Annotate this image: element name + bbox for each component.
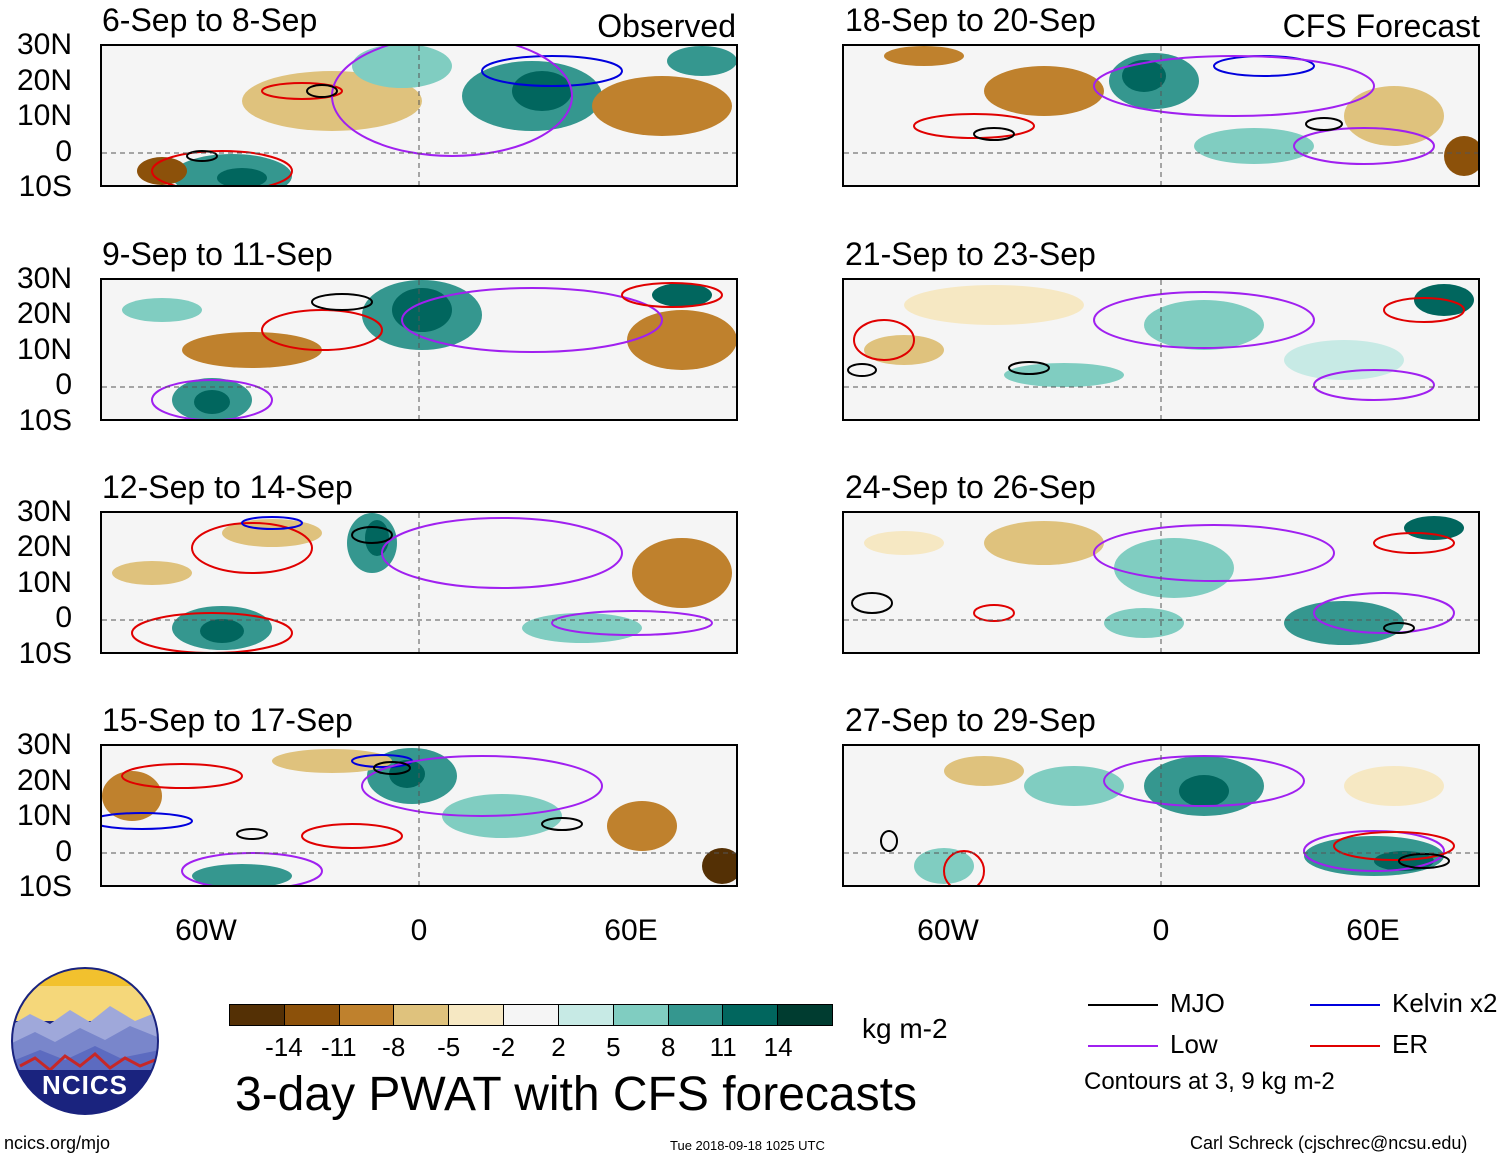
colorbar-tick-label: 11: [709, 1032, 737, 1062]
panel-title: 27-Sep to 29-Sep: [845, 702, 1096, 738]
lat-label: 0: [55, 601, 72, 634]
legend-label-mjo: MJO: [1170, 988, 1225, 1018]
pwat-map: [102, 46, 736, 185]
lon-label: 0: [410, 914, 428, 947]
ncics-logo: NCICS: [10, 966, 160, 1116]
map-panel-left-2: [100, 278, 738, 421]
lat-label: 0: [55, 835, 72, 868]
lon-label: 60E: [604, 914, 658, 947]
map-panel-right-4: [842, 744, 1480, 887]
colorbar-swatch: [503, 1005, 558, 1025]
colorbar-units: kg m-2: [862, 1013, 948, 1044]
colorbar-swatch: [448, 1005, 504, 1025]
lon-label: 60W: [175, 914, 237, 947]
colorbar-swatch: [777, 1005, 832, 1025]
colorbar-swatch: [338, 1005, 394, 1025]
lat-label: 0: [55, 135, 72, 168]
pwat-map: [844, 746, 1478, 885]
panel-title: 6-Sep to 8-Sep: [102, 2, 318, 38]
panel-title: 24-Sep to 26-Sep: [845, 469, 1096, 505]
legend-line-er: [1310, 1045, 1380, 1047]
lat-label: 30N: [16, 262, 72, 295]
logo-text: NCICS: [42, 1070, 128, 1100]
lat-label: 10S: [18, 637, 72, 670]
observed-label: Observed: [597, 8, 736, 44]
pwat-map: [102, 746, 736, 885]
lon-label: 60W: [917, 914, 979, 947]
map-panel-left-3: [100, 511, 738, 654]
footer-credit: Carl Schreck (cjschrec@ncsu.edu): [1190, 1133, 1468, 1153]
lat-label: 20N: [16, 764, 72, 797]
lat-label: 30N: [16, 728, 72, 761]
map-panel-left-1: [100, 44, 738, 187]
forecast-label: CFS Forecast: [1282, 8, 1480, 44]
footer-url[interactable]: ncics.org/mjo: [4, 1133, 111, 1153]
legend-line-kelvin: [1310, 1004, 1380, 1006]
lat-label: 10N: [16, 566, 72, 599]
legend-line-mjo: [1088, 1004, 1158, 1006]
map-panel-right-1: [842, 44, 1480, 187]
footer-timestamp: Tue 2018-09-18 1025 UTC: [670, 1138, 825, 1153]
lat-label: 20N: [16, 297, 72, 330]
legend-label-kelvin: Kelvin x2: [1392, 988, 1498, 1018]
colorbar-tick-label: 8: [661, 1032, 676, 1062]
lat-label: 10N: [16, 333, 72, 366]
legend-note: Contours at 3, 9 kg m-2: [1084, 1068, 1335, 1095]
panel-title: 21-Sep to 23-Sep: [845, 236, 1096, 272]
colorbar-swatch: [612, 1005, 668, 1025]
lon-label: 60E: [1346, 914, 1400, 947]
map-panel-right-3: [842, 511, 1480, 654]
lat-label: 0: [55, 368, 72, 401]
pwat-map: [102, 280, 736, 419]
lat-label: 10N: [16, 799, 72, 832]
colorbar-swatch: [722, 1005, 778, 1025]
map-panel-right-2: [842, 278, 1480, 421]
lat-label: 10S: [18, 404, 72, 437]
colorbar-tick-label: -8: [382, 1032, 406, 1062]
colorbar-tick-label: -14: [265, 1032, 303, 1062]
colorbar-swatch: [230, 1005, 284, 1025]
lon-label: 0: [1152, 914, 1170, 947]
colorbar-swatch: [557, 1005, 613, 1025]
legend-label-low: Low: [1170, 1029, 1218, 1059]
lat-label: 30N: [16, 495, 72, 528]
colorbar-swatch: [393, 1005, 449, 1025]
lat-label: 30N: [16, 28, 72, 61]
legend-label-er: ER: [1392, 1029, 1429, 1059]
panel-title: 18-Sep to 20-Sep: [845, 2, 1096, 38]
map-panel-left-4: [100, 744, 738, 887]
main-title: 3-day PWAT with CFS forecasts: [235, 1068, 917, 1121]
panel-title: 9-Sep to 11-Sep: [102, 236, 333, 272]
colorbar-tick-label: 5: [606, 1032, 621, 1062]
panel-title: 15-Sep to 17-Sep: [102, 702, 353, 738]
colorbar-tick-label: -2: [491, 1032, 516, 1062]
pwat-map: [844, 46, 1478, 185]
lat-label: 20N: [16, 64, 72, 97]
colorbar-tick-label: -5: [437, 1032, 461, 1062]
lat-label: 10S: [18, 870, 72, 903]
lat-label: 20N: [16, 530, 72, 563]
colorbar-tick-label: 14: [763, 1032, 793, 1062]
pwat-map: [102, 513, 736, 652]
colorbar-swatch: [667, 1005, 723, 1025]
legend-line-low: [1088, 1045, 1158, 1047]
pwat-map: [844, 513, 1478, 652]
pwat-map: [844, 280, 1478, 419]
colorbar-swatch: [283, 1005, 339, 1025]
lat-label: 10N: [16, 99, 72, 132]
colorbar-tick-label: -11: [320, 1032, 357, 1062]
ncics-logo-graphic: [11, 967, 159, 1115]
lat-label: 10S: [18, 170, 72, 203]
colorbar-swatches: [229, 1004, 833, 1026]
colorbar-tick-label: 2: [551, 1032, 566, 1062]
panel-title: 12-Sep to 14-Sep: [102, 469, 353, 505]
